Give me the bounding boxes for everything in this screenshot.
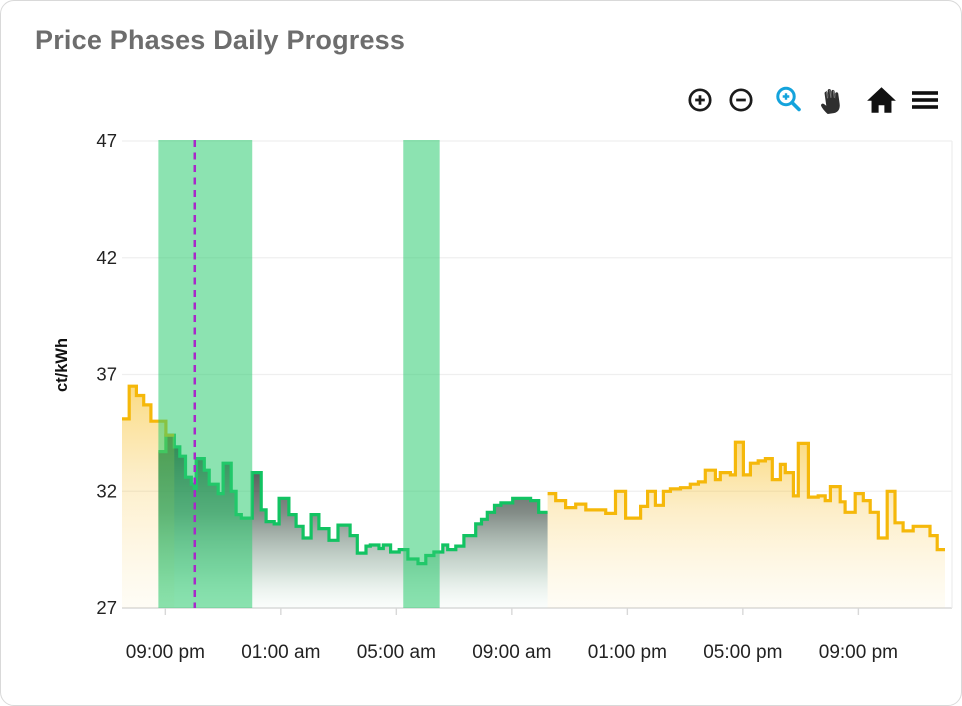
y-tick-label: 32 (96, 480, 117, 501)
cheap-phase-window-1 (158, 140, 253, 608)
price-day-expensive-phase-fill (547, 442, 945, 608)
zoom-out-icon[interactable] (727, 86, 755, 114)
y-tick-label: 42 (96, 247, 117, 268)
home-icon[interactable] (866, 86, 897, 114)
x-tick-label: 09:00 pm (126, 642, 205, 663)
x-tick-label: 01:00 am (241, 642, 320, 663)
y-axis-title: ct/kWh (53, 338, 71, 392)
selection-zoom-icon[interactable] (774, 85, 804, 115)
chart-toolbar (686, 85, 939, 115)
zoom-in-icon[interactable] (686, 86, 714, 114)
y-tick-label: 37 (96, 364, 117, 385)
x-tick-label: 05:00 am (357, 642, 436, 663)
pan-icon[interactable] (816, 85, 846, 115)
x-tick-label: 01:00 pm (588, 642, 667, 663)
price-night-cheap-phase-fill (158, 435, 548, 608)
page-title: Price Phases Daily Progress (35, 25, 406, 55)
price-day-expensive-phase-line (547, 440, 945, 552)
x-tick-label: 09:00 am (472, 642, 551, 663)
x-tick-label: 09:00 pm (819, 642, 898, 663)
cheap-phase-window-2 (403, 140, 440, 608)
y-tick-label: 47 (96, 130, 117, 151)
menu-icon[interactable] (911, 87, 939, 113)
x-tick-label: 05:00 pm (703, 642, 782, 663)
y-tick-label: 27 (96, 597, 117, 618)
